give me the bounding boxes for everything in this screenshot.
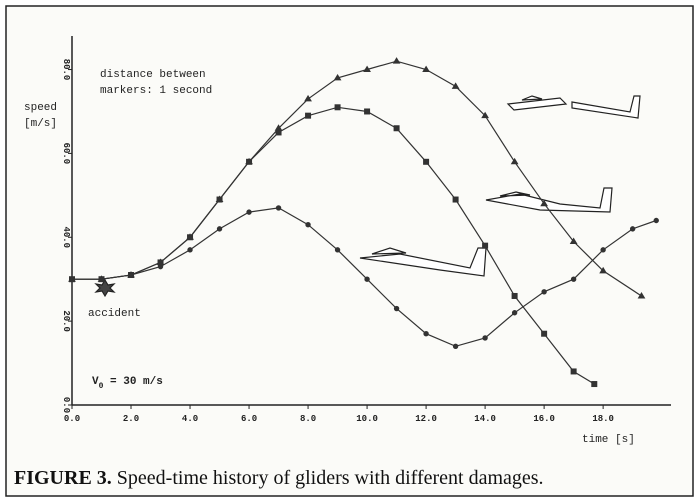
- marker: [571, 369, 576, 374]
- marker: [453, 197, 458, 202]
- x-tick-label: 16.0: [533, 414, 555, 424]
- marker: [335, 105, 340, 110]
- marker: [512, 311, 516, 315]
- marker: [70, 277, 74, 281]
- x-tick-label: 14.0: [474, 414, 496, 424]
- marker: [158, 264, 162, 268]
- v0-rest: = 30 m/s: [103, 376, 162, 388]
- marker: [365, 277, 369, 281]
- marker: [654, 218, 658, 222]
- caption-text: Speed-time history of gliders with diffe…: [117, 467, 544, 489]
- caption-bold: FIGURE 3.: [14, 467, 112, 489]
- marker: [247, 159, 252, 164]
- x-tick-label: 10.0: [356, 414, 378, 424]
- caption: FIGURE 3. Speed-time history of gliders …: [14, 467, 544, 489]
- marker: [129, 273, 133, 277]
- annotation: markers: 1 second: [100, 85, 212, 97]
- x-tick-label: 6.0: [241, 414, 257, 424]
- annotation: distance between: [100, 69, 206, 81]
- marker: [592, 382, 597, 387]
- x-tick-label: 18.0: [592, 414, 614, 424]
- x-tick-label: 4.0: [182, 414, 198, 424]
- marker: [217, 227, 221, 231]
- x-tick-label: 2.0: [123, 414, 139, 424]
- marker: [424, 332, 428, 336]
- marker: [365, 109, 370, 114]
- y-tick-label: 20.0: [61, 310, 71, 332]
- marker: [188, 248, 192, 252]
- marker: [630, 227, 634, 231]
- marker: [394, 306, 398, 310]
- marker: [276, 130, 281, 135]
- marker: [424, 159, 429, 164]
- marker: [99, 277, 103, 281]
- marker: [306, 113, 311, 118]
- figure: speed [m/s] distance between markers: 1 …: [0, 0, 699, 502]
- marker: [483, 336, 487, 340]
- marker: [483, 243, 488, 248]
- marker: [512, 293, 517, 298]
- y-tick-label: 0.0: [61, 397, 71, 413]
- y-tick-label: 80.0: [61, 59, 71, 81]
- y-axis-label: [m/s]: [24, 118, 57, 130]
- y-tick-label: 40.0: [61, 226, 71, 248]
- x-tick-label: 8.0: [300, 414, 316, 424]
- y-axis-label: speed: [24, 102, 57, 114]
- marker: [335, 248, 339, 252]
- x-tick-label: 0.0: [64, 414, 80, 424]
- marker: [247, 210, 251, 214]
- marker: [571, 277, 575, 281]
- marker: [217, 197, 222, 202]
- annotation: accident: [88, 308, 141, 320]
- marker: [542, 290, 546, 294]
- marker: [306, 222, 310, 226]
- marker: [188, 235, 193, 240]
- marker: [453, 344, 457, 348]
- x-tick-label: 12.0: [415, 414, 437, 424]
- marker: [276, 206, 280, 210]
- x-axis-label: time [s]: [582, 434, 635, 446]
- y-tick-label: 60.0: [61, 143, 71, 165]
- marker: [601, 248, 605, 252]
- marker: [542, 331, 547, 336]
- marker: [394, 126, 399, 131]
